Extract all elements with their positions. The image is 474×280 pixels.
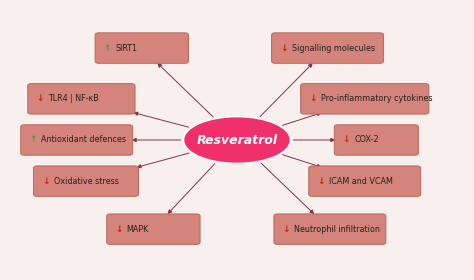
Text: ↓: ↓ [283,225,290,234]
Text: ↓: ↓ [317,177,325,186]
FancyBboxPatch shape [309,166,421,196]
Text: ↑: ↑ [103,44,111,53]
Text: TLR4 | NF-κB: TLR4 | NF-κB [48,94,99,103]
Text: Antioxidant defences: Antioxidant defences [41,136,126,144]
Text: ↑: ↑ [29,136,36,144]
FancyBboxPatch shape [274,214,386,244]
Text: ↓: ↓ [280,44,287,53]
Text: MAPK: MAPK [127,225,149,234]
Text: Signalling molecules: Signalling molecules [292,44,374,53]
Text: ↓: ↓ [343,136,350,144]
FancyBboxPatch shape [21,125,133,155]
Text: ↓: ↓ [309,94,317,103]
Text: ↓: ↓ [42,177,49,186]
Text: SIRT1: SIRT1 [115,44,137,53]
FancyBboxPatch shape [301,84,429,114]
Text: ↓: ↓ [115,225,123,234]
Text: Oxidative stress: Oxidative stress [54,177,118,186]
Text: COX-2: COX-2 [354,136,379,144]
FancyBboxPatch shape [28,84,135,114]
FancyBboxPatch shape [95,33,189,63]
FancyBboxPatch shape [334,125,419,155]
Text: ↓: ↓ [36,94,44,103]
Text: Resveratrol: Resveratrol [196,134,278,146]
FancyBboxPatch shape [272,33,383,63]
FancyBboxPatch shape [107,214,200,244]
Text: Pro-inflammatory cytokines: Pro-inflammatory cytokines [320,94,432,103]
Ellipse shape [183,117,291,163]
Text: ICAM and VCAM: ICAM and VCAM [329,177,392,186]
Text: Neutrophil infiltration: Neutrophil infiltration [294,225,380,234]
FancyBboxPatch shape [34,166,138,196]
